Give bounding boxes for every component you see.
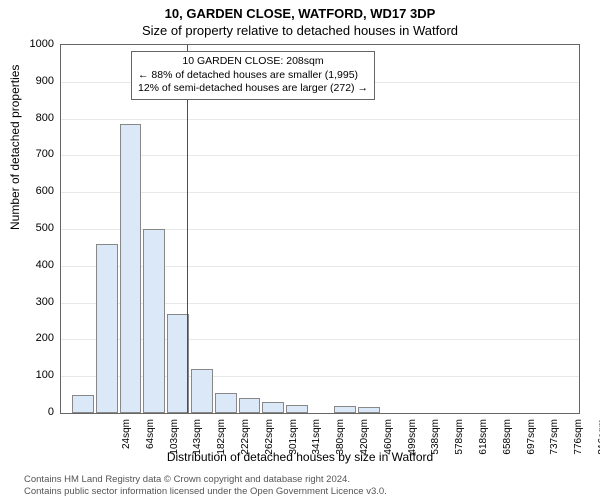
chart-title-main: 10, GARDEN CLOSE, WATFORD, WD17 3DP (0, 0, 600, 21)
footer-line-2: Contains public sector information licen… (24, 486, 600, 498)
histogram-bar (239, 398, 261, 413)
histogram-bar (191, 369, 213, 413)
annotation-line: 10 GARDEN CLOSE: 208sqm (138, 55, 368, 69)
chart-container: { "title_main": "10, GARDEN CLOSE, WATFO… (0, 0, 600, 500)
y-tick-label: 100 (14, 369, 54, 381)
histogram-bar (96, 244, 118, 413)
y-tick-label: 300 (14, 296, 54, 308)
y-tick-label: 900 (14, 75, 54, 87)
footer-attribution: Contains HM Land Registry data © Crown c… (0, 474, 600, 498)
annotation-box: 10 GARDEN CLOSE: 208sqm← 88% of detached… (131, 51, 375, 100)
histogram-bar (143, 229, 165, 413)
y-tick-label: 200 (14, 332, 54, 344)
histogram-bar (358, 407, 380, 413)
histogram-bar (120, 124, 142, 413)
histogram-bar (262, 402, 284, 413)
footer-line-1: Contains HM Land Registry data © Crown c… (24, 474, 600, 486)
chart-title-sub: Size of property relative to detached ho… (0, 21, 600, 42)
y-tick-label: 500 (14, 222, 54, 234)
x-axis-label: Distribution of detached houses by size … (0, 450, 600, 464)
chart-area: 24sqm64sqm103sqm143sqm182sqm222sqm262sqm… (60, 44, 580, 414)
y-tick-label: 400 (14, 259, 54, 271)
y-axis-label: Number of detached properties (8, 65, 22, 230)
y-tick-label: 700 (14, 148, 54, 160)
reference-line (187, 45, 188, 413)
y-tick-label: 800 (14, 112, 54, 124)
histogram-bar (215, 393, 237, 413)
histogram-bar (334, 406, 356, 413)
histogram-bar (286, 405, 308, 413)
y-tick-label: 1000 (14, 38, 54, 50)
annotation-line: ← 88% of detached houses are smaller (1,… (138, 69, 368, 83)
y-tick-label: 600 (14, 185, 54, 197)
plot-area: 24sqm64sqm103sqm143sqm182sqm222sqm262sqm… (60, 44, 580, 414)
annotation-line: 12% of semi-detached houses are larger (… (138, 82, 368, 96)
histogram-bar (167, 314, 189, 413)
histogram-bar (72, 395, 94, 413)
gridline (61, 119, 579, 120)
y-tick-label: 0 (14, 406, 54, 418)
